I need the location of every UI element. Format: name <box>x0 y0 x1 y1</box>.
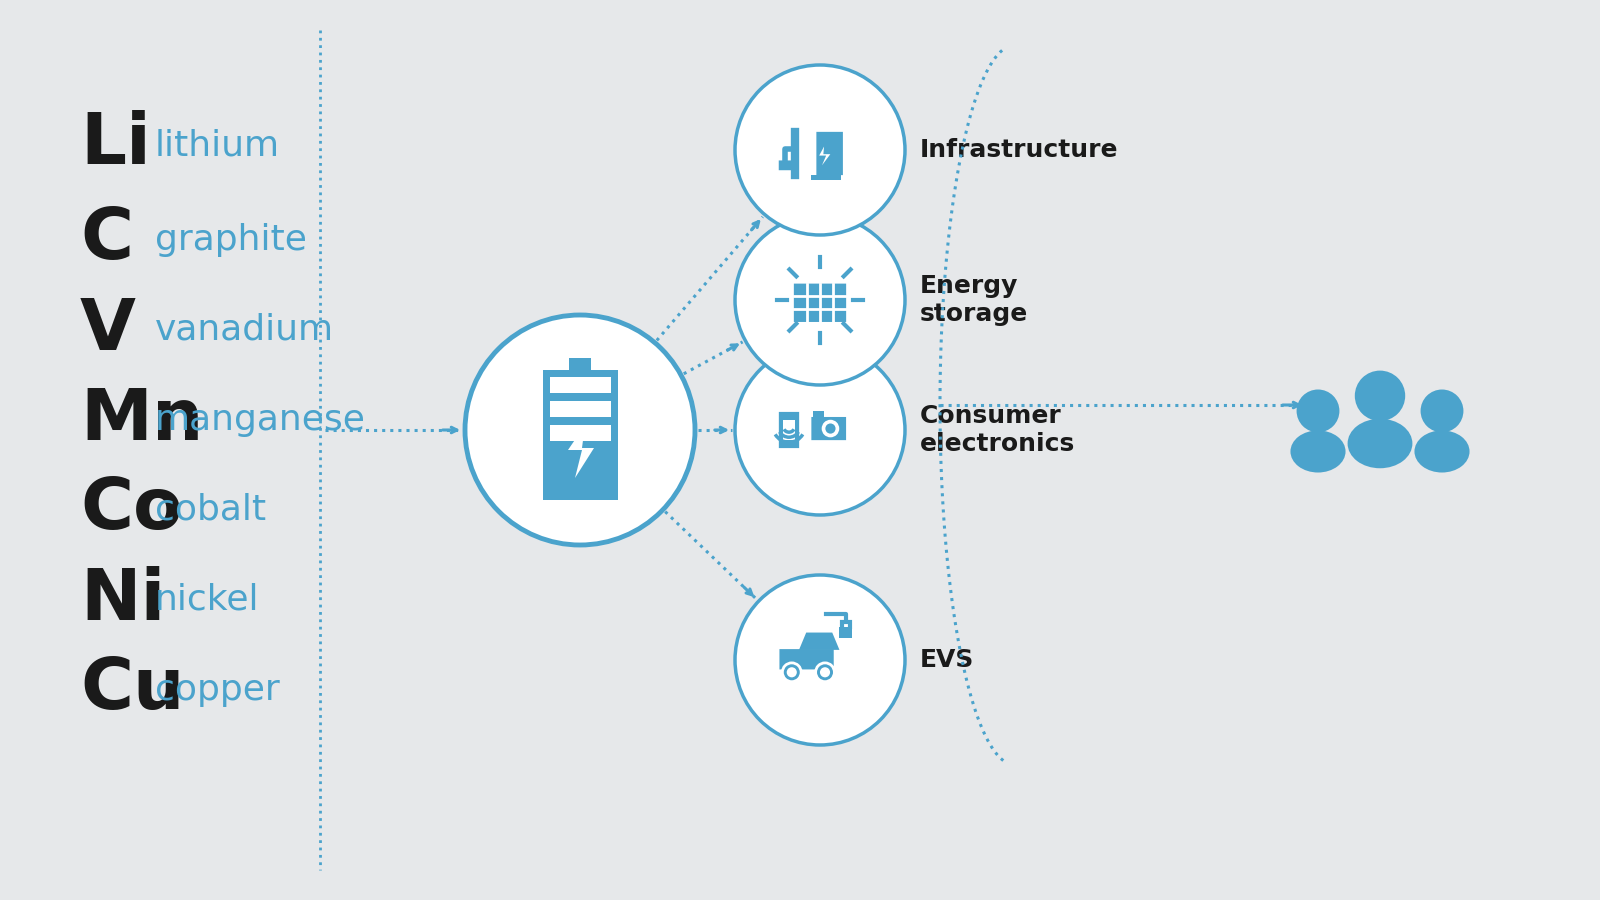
Text: Li: Li <box>80 111 150 179</box>
Text: Infrastructure: Infrastructure <box>920 138 1118 162</box>
Text: nickel: nickel <box>155 583 259 617</box>
Text: V: V <box>80 295 136 364</box>
Circle shape <box>1421 390 1464 432</box>
Circle shape <box>816 663 834 681</box>
Polygon shape <box>798 633 840 650</box>
Circle shape <box>787 667 797 678</box>
FancyBboxPatch shape <box>570 358 590 370</box>
Circle shape <box>1355 371 1405 421</box>
Circle shape <box>734 215 906 385</box>
Text: copper: copper <box>155 673 280 707</box>
Text: lithium: lithium <box>155 128 280 162</box>
Circle shape <box>782 663 802 681</box>
Text: Cu: Cu <box>80 655 184 724</box>
FancyBboxPatch shape <box>549 377 611 393</box>
FancyBboxPatch shape <box>779 412 798 448</box>
Text: C: C <box>80 205 133 274</box>
Text: Mn: Mn <box>80 385 203 454</box>
FancyBboxPatch shape <box>549 401 611 417</box>
Circle shape <box>1296 390 1339 432</box>
Text: Consumer
electronics: Consumer electronics <box>920 404 1075 456</box>
Text: manganese: manganese <box>155 403 366 437</box>
Circle shape <box>734 575 906 745</box>
FancyBboxPatch shape <box>782 420 795 440</box>
FancyBboxPatch shape <box>779 160 792 170</box>
Polygon shape <box>819 147 830 166</box>
Ellipse shape <box>1414 430 1469 472</box>
Text: graphite: graphite <box>155 223 307 257</box>
Text: cobalt: cobalt <box>155 493 266 527</box>
FancyBboxPatch shape <box>811 417 846 440</box>
Text: EVS: EVS <box>920 648 974 672</box>
Circle shape <box>734 65 906 235</box>
FancyBboxPatch shape <box>816 132 843 176</box>
Circle shape <box>826 424 835 434</box>
FancyBboxPatch shape <box>840 627 853 637</box>
Text: Ni: Ni <box>80 565 165 634</box>
Circle shape <box>734 345 906 515</box>
Text: Co: Co <box>80 475 182 544</box>
FancyBboxPatch shape <box>794 284 846 322</box>
Circle shape <box>819 667 830 678</box>
Circle shape <box>822 419 840 437</box>
Ellipse shape <box>1291 430 1346 472</box>
FancyBboxPatch shape <box>813 411 824 417</box>
FancyBboxPatch shape <box>811 176 840 180</box>
Ellipse shape <box>1347 418 1413 468</box>
Circle shape <box>466 315 694 545</box>
FancyBboxPatch shape <box>779 649 834 670</box>
FancyBboxPatch shape <box>542 370 618 500</box>
Text: Energy
storage: Energy storage <box>920 274 1029 326</box>
FancyBboxPatch shape <box>549 425 611 441</box>
Polygon shape <box>568 425 594 478</box>
Text: vanadium: vanadium <box>155 313 334 347</box>
